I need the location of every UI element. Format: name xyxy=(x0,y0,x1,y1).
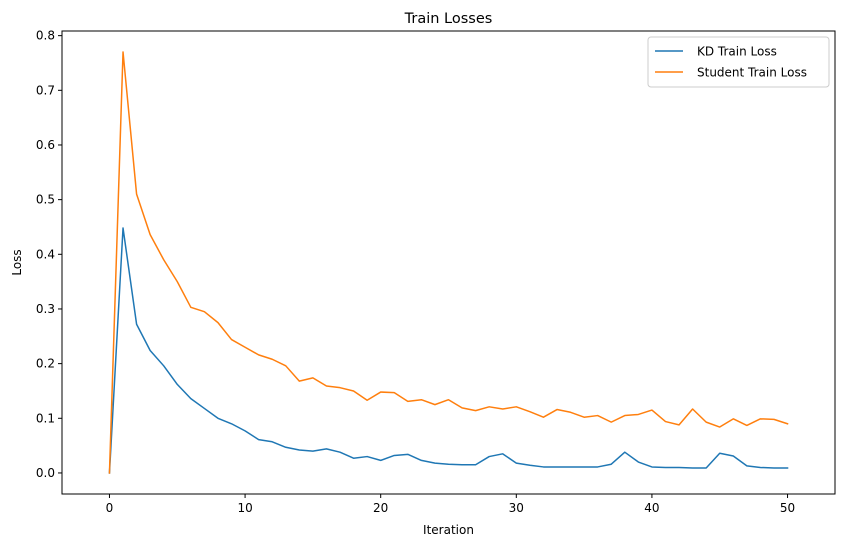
x-tick-label: 50 xyxy=(780,501,795,515)
axes-frame xyxy=(61,30,836,495)
x-axis-label: Iteration xyxy=(423,523,474,537)
x-tick-label: 10 xyxy=(237,501,252,515)
legend-label-student: Student Train Loss xyxy=(697,66,807,80)
series-line-kd-train-loss xyxy=(108,227,789,474)
y-tick-label: 0.5 xyxy=(36,193,55,207)
chart-title: Train Losses xyxy=(404,11,493,27)
y-tick-label: 0.4 xyxy=(36,247,55,261)
y-tick-label: 0.1 xyxy=(36,411,55,425)
series-line-student-train-loss xyxy=(108,51,789,474)
y-tick-label: 0.2 xyxy=(36,357,55,371)
x-tick-label: 20 xyxy=(373,501,388,515)
y-tick-label: 0.0 xyxy=(36,466,55,480)
series-layer xyxy=(108,51,789,474)
y-tick-label: 0.8 xyxy=(36,29,55,43)
legend: KD Train Loss Student Train Loss xyxy=(647,36,830,88)
x-tick-label: 40 xyxy=(644,501,659,515)
legend-label-kd: KD Train Loss xyxy=(697,45,777,59)
legend-box xyxy=(647,36,830,88)
y-axis: 0.0 0.1 0.2 0.3 0.4 0.5 0.6 0.7 0.8 xyxy=(36,29,62,480)
y-tick-label: 0.7 xyxy=(36,83,55,97)
y-tick-label: 0.3 xyxy=(36,302,55,316)
x-tick-label: 0 xyxy=(106,501,114,515)
x-tick-label: 30 xyxy=(509,501,524,515)
y-axis-label: Loss xyxy=(10,249,24,275)
y-tick-label: 0.6 xyxy=(36,138,55,152)
x-axis: 0 10 20 30 40 50 xyxy=(106,494,795,515)
